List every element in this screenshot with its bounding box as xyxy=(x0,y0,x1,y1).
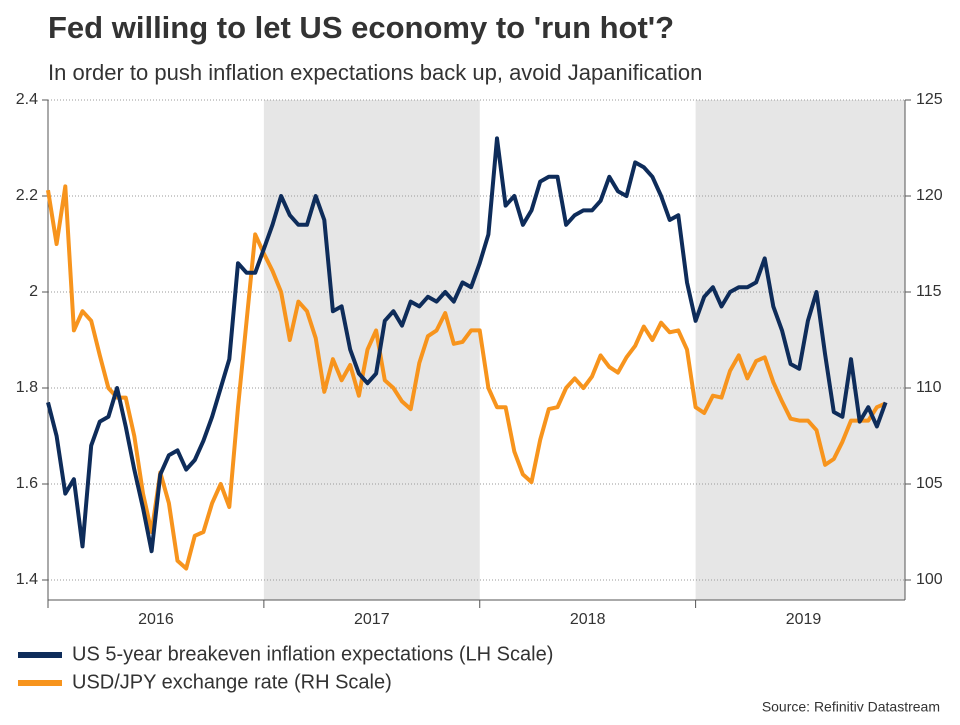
y2-tick-label: 110 xyxy=(916,379,942,396)
y-tick-label: 2.4 xyxy=(16,91,38,108)
shaded-band xyxy=(263,100,480,600)
x-tick-label: 2017 xyxy=(354,611,390,628)
legend-label: USD/JPY exchange rate (RH Scale) xyxy=(72,671,392,693)
x-tick-label: 2019 xyxy=(786,611,822,628)
x-tick-label: 2018 xyxy=(570,611,606,628)
series-line xyxy=(46,136,888,554)
y2-tick-label: 125 xyxy=(916,91,943,108)
y2-tick-label: 105 xyxy=(916,475,943,492)
chart-subtitle: In order to push inflation expectations … xyxy=(48,60,702,85)
chart-title: Fed willing to let US economy to 'run ho… xyxy=(48,10,674,45)
y2-tick-label: 100 xyxy=(916,571,943,588)
y-tick-label: 2 xyxy=(29,283,38,300)
x-tick-label: 2016 xyxy=(138,611,174,628)
y-tick-label: 1.4 xyxy=(16,571,38,588)
y2-tick-label: 120 xyxy=(916,187,943,204)
shaded-band xyxy=(695,100,905,600)
y2-tick-label: 115 xyxy=(916,283,942,300)
y-tick-label: 1.8 xyxy=(16,379,38,396)
legend-label: US 5-year breakeven inflation expectatio… xyxy=(72,643,553,665)
y-tick-label: 1.6 xyxy=(16,475,38,492)
series-line xyxy=(46,184,887,571)
source: Source: Refinitiv Datastream xyxy=(762,699,940,715)
y-tick-label: 2.2 xyxy=(16,187,38,204)
